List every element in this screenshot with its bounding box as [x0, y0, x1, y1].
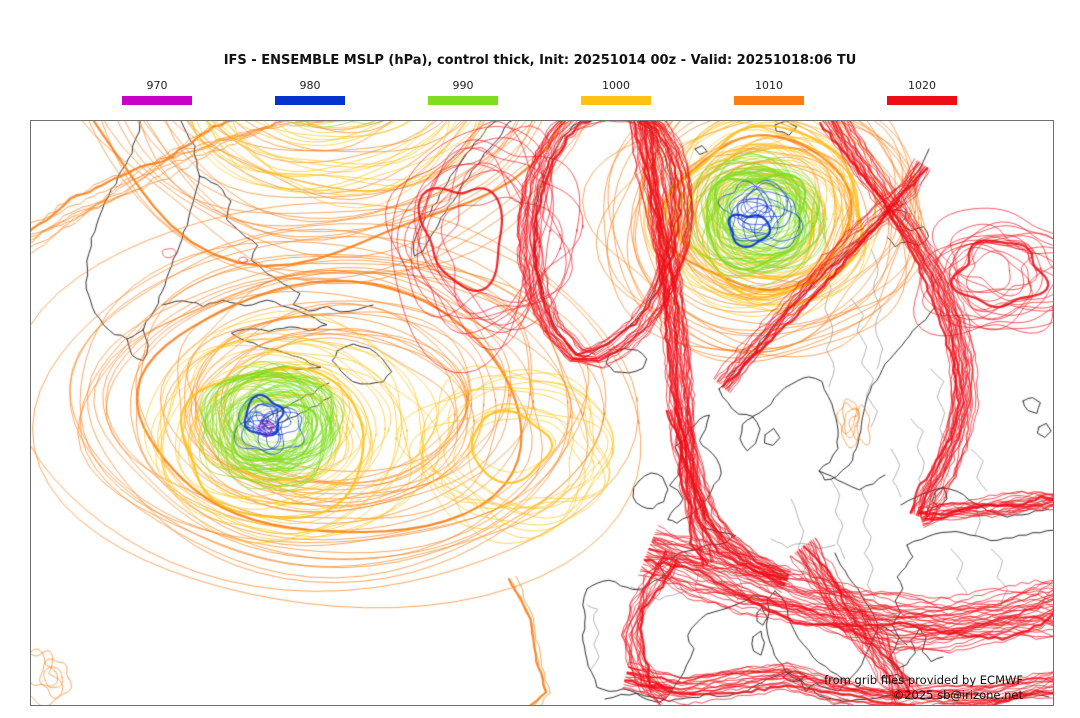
attribution: from grib files provided by ECMWF ©2025 …	[824, 673, 1023, 703]
legend-swatch-970	[122, 96, 192, 105]
legend-label-1020: 1020	[908, 79, 936, 92]
legend-item-980: 980	[260, 79, 360, 105]
legend-item-970: 970	[107, 79, 207, 105]
chart-title: IFS - ENSEMBLE MSLP (hPa), control thick…	[223, 53, 857, 68]
attribution-copyright: ©2025 sb@irizone.net	[892, 688, 1023, 702]
legend: 970 980 990 1000 1010 1020	[0, 0, 1080, 118]
legend-item-1000: 1000	[566, 79, 666, 105]
attribution-source: from grib files provided by ECMWF	[824, 673, 1023, 687]
legend-item-1010: 1010	[719, 79, 819, 105]
legend-label-1010: 1010	[755, 79, 783, 92]
map-canvas	[31, 121, 1053, 705]
map-frame: from grib files provided by ECMWF ©2025 …	[30, 120, 1054, 706]
legend-label-970: 970	[146, 79, 168, 92]
legend-swatch-980	[275, 96, 345, 105]
legend-item-990: 990	[413, 79, 513, 105]
legend-label-1000: 1000	[602, 79, 630, 92]
legend-swatch-990	[428, 96, 498, 105]
legend-item-1020: 1020	[872, 79, 972, 105]
legend-swatch-1010	[734, 96, 804, 105]
legend-label-990: 990	[452, 79, 474, 92]
legend-swatch-1000	[581, 96, 651, 105]
legend-swatch-1020	[887, 96, 957, 105]
legend-label-980: 980	[299, 79, 321, 92]
